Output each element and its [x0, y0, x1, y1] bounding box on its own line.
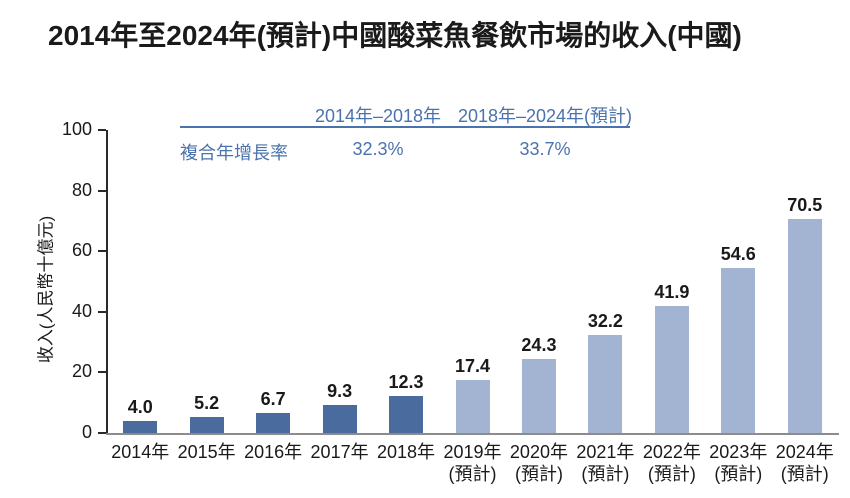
- bar: [322, 404, 357, 433]
- x-axis-label: 2023年 (預計): [699, 441, 777, 485]
- x-axis-label: 2017年: [301, 441, 379, 463]
- x-axis-forecast-suffix: (預計): [780, 464, 829, 484]
- bar-value-label: 5.2: [194, 393, 220, 414]
- x-axis-label: 2018年: [367, 441, 445, 463]
- y-tick-label: 40: [71, 300, 92, 321]
- bar: [787, 219, 822, 433]
- bar: [654, 306, 689, 433]
- cagr-value-1: 32.3%: [352, 139, 404, 159]
- y-tick-label: 0: [81, 422, 92, 442]
- y-tick-mark: [98, 250, 106, 253]
- y-tick-mark: [98, 129, 106, 131]
- x-axis-label: 2022年 (預計): [633, 441, 711, 485]
- x-axis-label: 2019年 (預計): [434, 441, 512, 485]
- x-axis-label: 2024年 (預計): [766, 441, 844, 485]
- cagr-period-1-header: 2014年–2018年: [314, 106, 442, 126]
- x-axis-label: 2014年: [101, 441, 179, 463]
- x-axis-line: [106, 433, 839, 435]
- bar-value-label: 54.6: [720, 243, 756, 264]
- x-axis-year: 2014年: [111, 442, 170, 462]
- y-tick-mark: [98, 310, 106, 313]
- y-tick-mark: [98, 432, 106, 434]
- y-tick-label: 100: [61, 119, 92, 139]
- x-axis-year: 2020年: [509, 442, 568, 462]
- cagr-period-2-header: 2018年–2024年(預計): [457, 106, 633, 126]
- bar: [123, 420, 158, 433]
- bar: [189, 417, 224, 433]
- x-axis-year: 2019年: [443, 442, 502, 462]
- x-axis-label: 2020年 (預計): [500, 441, 578, 485]
- x-axis-label: 2015年: [168, 441, 246, 463]
- x-axis-year: 2023年: [709, 442, 768, 462]
- y-tick-label: 60: [71, 240, 92, 261]
- bar: [588, 335, 623, 433]
- bar-value-label: 4.0: [127, 396, 153, 417]
- bar: [455, 380, 490, 433]
- bar: [721, 267, 756, 433]
- y-tick-mark: [98, 371, 106, 374]
- bar: [256, 412, 291, 433]
- x-axis-label: 2016年: [234, 441, 312, 463]
- x-axis-label: 2021年 (預計): [566, 441, 644, 485]
- bar-value-label: 17.4: [454, 356, 491, 377]
- x-axis-year: 2018年: [377, 442, 436, 462]
- bar: [389, 395, 424, 433]
- x-axis-year: 2021年: [576, 442, 635, 462]
- bar: [521, 359, 556, 433]
- cagr-row-label: 複合年增長率: [180, 143, 288, 163]
- y-tick-label: 20: [71, 361, 92, 382]
- cagr-divider-line: [180, 126, 630, 128]
- y-axis-line: [106, 130, 108, 434]
- x-axis-year: 2017年: [310, 442, 369, 462]
- x-axis-forecast-suffix: (預計): [581, 464, 630, 484]
- bar-value-label: 41.9: [654, 282, 690, 303]
- bar-value-label: 24.3: [521, 335, 557, 356]
- x-axis-forecast-suffix: (預計): [647, 464, 696, 484]
- x-axis-year: 2024年: [775, 442, 834, 462]
- x-axis-year: 2016年: [244, 442, 303, 462]
- bar-value-label: 70.5: [787, 195, 823, 216]
- bar-value-label: 9.3: [327, 380, 353, 401]
- bar-value-label: 12.3: [388, 371, 424, 392]
- x-axis-year: 2015年: [177, 442, 236, 462]
- cagr-value-2: 33.7%: [519, 139, 571, 159]
- x-axis-forecast-suffix: (預計): [448, 464, 497, 484]
- y-tick-label: 80: [71, 179, 92, 200]
- chart-title: 2014年至2024年(預計)中國酸菜魚餐飲市場的收入(中國): [48, 20, 742, 51]
- bar-value-label: 32.2: [587, 311, 623, 332]
- bar-value-label: 6.7: [260, 388, 286, 409]
- x-axis-year: 2022年: [642, 442, 701, 462]
- y-tick-mark: [98, 189, 106, 192]
- x-axis-forecast-suffix: (預計): [714, 464, 763, 484]
- x-axis-forecast-suffix: (預計): [514, 464, 563, 484]
